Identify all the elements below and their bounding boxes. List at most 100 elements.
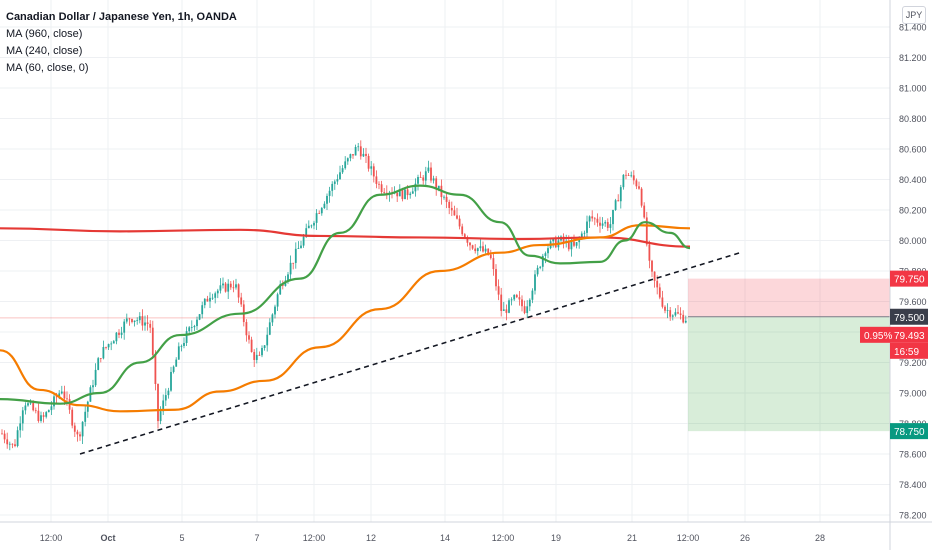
candle-down: [599, 222, 601, 226]
candle-up: [268, 322, 271, 335]
candle-down: [240, 297, 243, 305]
candle-up: [125, 318, 128, 322]
take-profit-zone: [688, 316, 890, 432]
candle-up: [81, 421, 84, 437]
candle-up: [674, 312, 677, 316]
candle-down: [606, 222, 609, 228]
candle-up: [612, 209, 614, 225]
y-tick-label: 81.200: [899, 53, 927, 63]
candle-up: [136, 320, 139, 321]
candle-down: [6, 439, 9, 445]
indicator-ma240[interactable]: MA (240, close): [6, 45, 83, 57]
candle-up: [190, 327, 193, 328]
y-tick-label: 81.400: [899, 23, 927, 33]
candle-up: [526, 306, 529, 314]
currency-button[interactable]: JPY: [902, 6, 926, 24]
candle-up: [344, 161, 347, 169]
candle-up: [552, 238, 555, 242]
candle-up: [58, 393, 61, 398]
target-price-label: 78.750: [890, 423, 928, 440]
candle-up: [333, 181, 336, 184]
candle-up: [326, 195, 328, 204]
candle-down: [419, 177, 422, 178]
candle-up: [315, 213, 318, 223]
candle-down: [448, 201, 451, 208]
candle-down: [638, 186, 640, 189]
candle-up: [300, 245, 302, 249]
candle-up: [404, 189, 406, 200]
candle-down: [463, 234, 466, 238]
symbol-title[interactable]: Canadian Dollar / Japanese Yen, 1h, OAND…: [6, 11, 237, 23]
indicator-ma960[interactable]: MA (960, close): [6, 28, 83, 40]
x-tick-label: Oct: [100, 533, 115, 543]
candle-up: [235, 284, 237, 288]
candle-up: [97, 358, 100, 370]
candle-down: [567, 240, 570, 250]
candle-up: [279, 284, 282, 295]
y-tick-label: 78.600: [899, 450, 927, 460]
candle-down: [229, 283, 232, 288]
last-price-label-bg: [890, 326, 928, 343]
candle-down: [245, 322, 248, 336]
candle-down: [380, 184, 383, 192]
candle-down: [359, 146, 362, 157]
candle-up: [510, 299, 513, 301]
x-tick-label: 19: [551, 533, 561, 543]
trendline-layer[interactable]: [79, 251, 741, 455]
candle-up: [432, 178, 435, 181]
candle-up: [341, 168, 344, 173]
candle-up: [370, 166, 373, 169]
candle-down: [141, 316, 144, 326]
bar-timer-label-text: 16:59: [894, 347, 919, 358]
candle-up: [266, 334, 269, 346]
candle-up: [201, 305, 204, 315]
candle-down: [489, 254, 492, 259]
candle-down: [232, 287, 235, 289]
candle-up: [183, 342, 185, 346]
candle-down: [248, 335, 250, 340]
candle-down: [591, 216, 594, 219]
candle-down: [365, 153, 367, 156]
candle-down: [34, 410, 37, 412]
y-tick-label: 78.200: [899, 511, 927, 521]
candle-up: [214, 293, 217, 298]
candle-up: [609, 224, 612, 228]
y-tick-label: 80.400: [899, 175, 927, 185]
candle-down: [518, 297, 521, 300]
target-price-label-bg: [890, 423, 928, 440]
candle-down: [562, 236, 565, 243]
candle-down: [521, 299, 523, 307]
candle-down: [658, 287, 661, 298]
entry-price-label-bg: [890, 308, 928, 325]
stop-loss-zone: [688, 278, 890, 317]
candle-up: [162, 400, 165, 412]
candle-down: [487, 248, 490, 255]
candle-up: [336, 179, 339, 182]
candle-down: [318, 213, 321, 214]
candle-down: [372, 166, 375, 177]
candle-up: [138, 316, 141, 321]
candle-up: [539, 266, 542, 268]
bar-timer-label: 16:59: [890, 342, 928, 359]
candle-up: [427, 167, 430, 172]
last-price-label: 79.493: [890, 326, 928, 343]
candle-down: [653, 271, 656, 281]
moving-averages: [0, 184, 691, 413]
trendline[interactable]: [79, 251, 741, 455]
candle-up: [185, 331, 188, 343]
candle-up: [8, 443, 11, 445]
candle-up: [619, 187, 622, 202]
candle-up: [172, 366, 175, 372]
candle-down: [131, 319, 133, 322]
candle-down: [466, 237, 469, 243]
candle-down: [3, 433, 6, 440]
indicator-ma60[interactable]: MA (60, close, 0): [6, 62, 89, 74]
candle-up: [346, 158, 349, 162]
candle-up: [362, 153, 365, 157]
candle-up: [313, 222, 315, 226]
bar-timer-label-bg: [890, 342, 928, 359]
candle-down: [224, 283, 227, 292]
candle-up: [222, 283, 224, 286]
candle-down: [154, 354, 157, 384]
